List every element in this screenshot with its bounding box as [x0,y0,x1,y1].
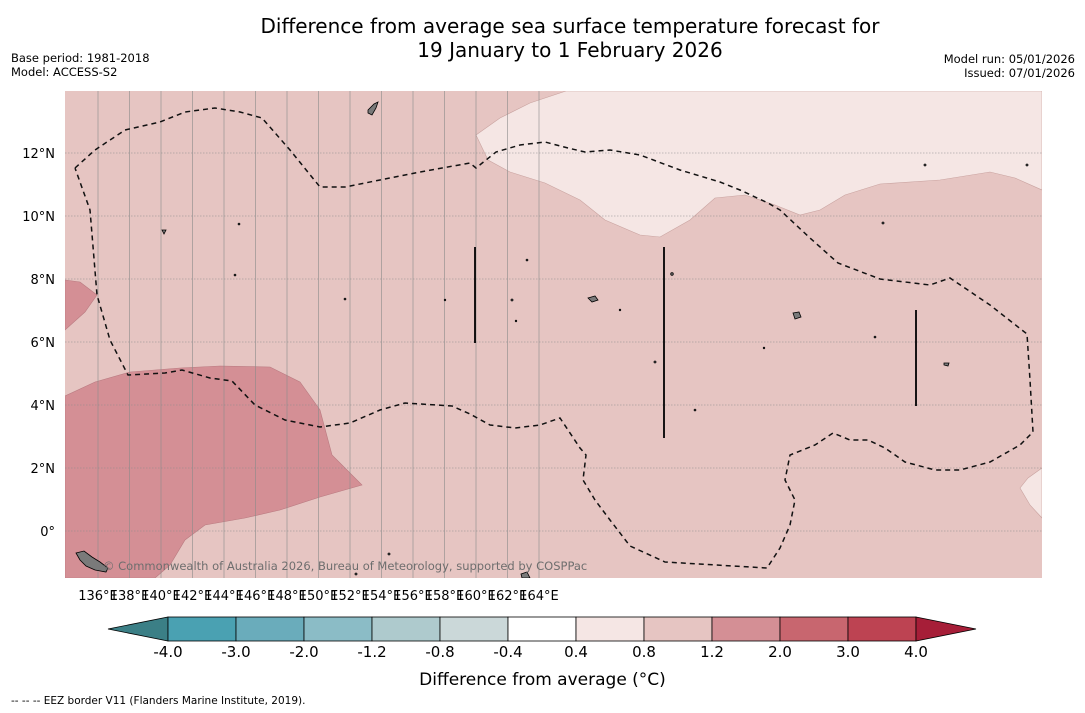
copyright-watermark: © Commonwealth of Australia 2026, Bureau… [103,559,587,573]
colorbar-segment [235,616,305,642]
x-tick-label: 140°E [141,589,181,604]
island-pohnpei [792,311,802,320]
colorbar-segment [439,616,509,642]
eez-legend-note: -- -- -- EEZ border V11 (Flanders Marine… [11,695,306,707]
x-tick-label: 142°E [173,589,213,604]
colorbar-tick-label: -2.0 [289,643,319,661]
meta-left: Base period: 1981-2018 Model: ACCESS-S2 [11,51,150,79]
colorbar-tick-label: 2.0 [768,643,792,661]
colorbar-tick-label: 0.4 [564,643,588,661]
model-label: Model: ACCESS-S2 [11,65,118,79]
colorbar-segment [167,616,237,642]
colorbar-title: Difference from average (°C) [419,670,666,690]
x-tick-label: 150°E [299,589,339,604]
island-kosrae [943,362,950,367]
colorbar-segment [371,616,441,642]
colorbar-tick-label: 4.0 [904,643,928,661]
y-tick-label: 8°N [31,273,56,288]
land-masses [75,101,1029,578]
island-yap [161,229,167,235]
colorbar-segment [711,616,781,642]
chart-title-line1: Difference from average sea surface temp… [260,14,880,38]
anomaly-region-light-north [475,91,1042,238]
x-tick-label: 164°E [519,589,559,604]
eez-border-north [74,107,1034,569]
anomaly-region-light-east [1019,467,1042,519]
x-tick-label: 160°E [456,589,496,604]
colorbar-segment [643,616,713,642]
x-tick-label: 146°E [236,589,276,604]
colorbar-under-arrow [107,616,169,642]
colorbar-tick-label: -0.8 [425,643,455,661]
eez-borders [74,107,1034,569]
colorbar-tick-label: 1.2 [700,643,724,661]
colorbar-segment [779,616,849,642]
colorbar-tick-label: -4.0 [153,643,183,661]
x-tick-label: 158°E [425,589,465,604]
island-chuuk [587,295,599,303]
anomaly-region-strong-west [65,365,363,578]
y-tick-label: 0° [40,525,55,540]
island-guam [367,101,379,116]
island-manus [520,571,531,578]
y-tick-label: 6°N [31,336,56,351]
x-axis-ticks: 136°E138°E140°E142°E144°E146°E148°E150°E… [78,589,559,604]
chart-title-line2: 19 January to 1 February 2026 [417,38,723,62]
y-tick-label: 10°N [22,210,55,225]
meta-right: Model run: 05/01/2026 Issued: 07/01/2026 [944,52,1075,80]
island-new-guinea-coast [75,550,109,573]
x-tick-label: 162°E [488,589,528,604]
x-tick-label: 148°E [267,589,307,604]
y-tick-label: 4°N [31,399,56,414]
colorbar-segment [303,616,373,642]
x-tick-label: 152°E [330,589,370,604]
y-axis-ticks: 12°N 10°N 8°N 6°N 4°N 2°N 0° [22,147,55,540]
map-plot-area: © Commonwealth of Australia 2026, Bureau… [65,91,1042,578]
x-tick-label: 154°E [362,589,402,604]
x-tick-label: 138°E [110,589,150,604]
issued-label: Issued: 07/01/2026 [964,66,1075,80]
colorbar-segment [847,616,917,642]
colorbar-tick-label: -1.2 [357,643,387,661]
anomaly-region-strong-northwest [65,279,98,331]
chart-title: Difference from average sea surface temp… [0,14,1085,62]
x-tick-label: 144°E [204,589,244,604]
colorbar-tick-label: 3.0 [836,643,860,661]
colorbar-tick-label: 0.8 [632,643,656,661]
colorbar-tick-label: -3.0 [221,643,251,661]
base-period-label: Base period: 1981-2018 [11,51,150,65]
x-tick-label: 156°E [393,589,433,604]
colorbar-segment [575,616,645,642]
colorbar-tick-label: -0.4 [493,643,523,661]
colorbar-over-arrow [915,616,977,642]
x-tick-label: 136°E [78,589,118,604]
model-run-label: Model run: 05/01/2026 [943,52,1075,66]
y-tick-label: 12°N [22,147,55,162]
boundary-markers [474,247,917,438]
colorbar-segment [507,616,577,642]
colorbar [107,616,977,642]
y-tick-label: 2°N [31,462,56,477]
